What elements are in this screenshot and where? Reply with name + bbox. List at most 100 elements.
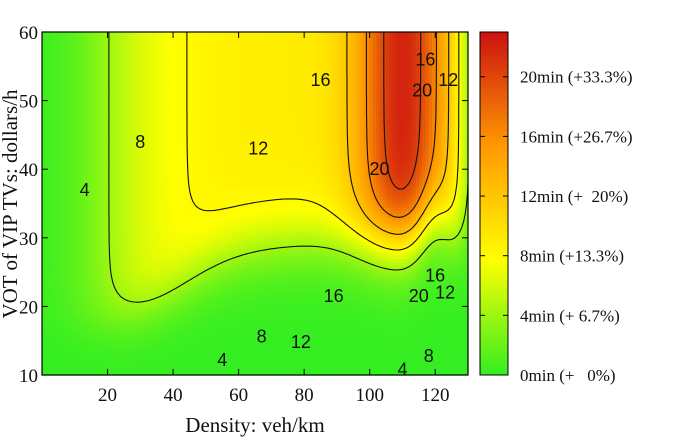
heatmap-cell xyxy=(153,258,158,263)
heatmap-cell xyxy=(94,254,99,259)
heatmap-cell xyxy=(363,282,368,287)
heatmap-cell xyxy=(441,371,446,376)
heatmap-cell xyxy=(176,326,181,332)
heatmap-cell xyxy=(100,323,105,328)
heatmap-cell xyxy=(100,268,105,273)
heatmap-cell xyxy=(356,268,361,273)
heatmap-cell xyxy=(372,361,377,366)
heatmap-cell xyxy=(376,285,381,290)
heatmap-cell xyxy=(245,347,250,352)
heatmap-cell xyxy=(313,272,318,277)
heatmap-cell xyxy=(336,268,341,273)
heatmap-cell xyxy=(327,323,331,328)
heatmap-cell xyxy=(445,326,449,332)
heatmap-cell xyxy=(182,292,187,297)
heatmap-cell xyxy=(182,289,187,294)
heatmap-cell xyxy=(74,258,79,263)
heatmap-cell xyxy=(58,361,63,366)
heatmap-cell xyxy=(189,323,194,328)
heatmap-cell xyxy=(235,261,240,266)
heatmap-cell xyxy=(248,244,253,249)
heatmap-cell xyxy=(425,313,430,318)
heatmap-cell xyxy=(215,278,220,283)
heatmap-cell xyxy=(100,340,105,345)
heatmap-cell xyxy=(104,248,109,253)
heatmap-cell xyxy=(150,347,155,352)
heatmap-cell xyxy=(336,296,341,301)
heatmap-cell xyxy=(451,268,456,273)
heatmap-cell xyxy=(422,313,426,318)
heatmap-cell xyxy=(182,354,187,359)
heatmap-cell xyxy=(114,302,118,307)
heatmap-cell xyxy=(458,371,463,376)
heatmap-cell xyxy=(323,306,328,311)
heatmap-cell xyxy=(97,275,102,280)
heatmap-cell xyxy=(346,285,351,290)
heatmap-cell xyxy=(287,292,292,297)
heatmap-cell xyxy=(359,306,364,311)
heatmap-cell xyxy=(412,299,417,304)
heatmap-cell xyxy=(418,275,423,280)
heatmap-cell xyxy=(379,337,384,342)
heatmap-cell xyxy=(120,344,125,349)
heatmap-cell xyxy=(268,248,272,253)
heatmap-cell xyxy=(48,323,53,328)
heatmap-cell xyxy=(55,244,59,249)
heatmap-cell xyxy=(97,296,102,301)
heatmap-cell xyxy=(255,337,259,342)
heatmap-cell xyxy=(379,306,384,311)
heatmap-cell xyxy=(281,272,286,277)
heatmap-cell xyxy=(313,347,318,352)
heatmap-cell xyxy=(156,261,161,266)
heatmap-cell xyxy=(428,268,433,273)
heatmap-cell xyxy=(409,350,413,356)
heatmap-cell xyxy=(209,309,213,314)
heatmap-cell xyxy=(58,292,63,297)
heatmap-cell xyxy=(451,340,456,345)
heatmap-cell xyxy=(284,357,289,362)
heatmap-cell xyxy=(281,285,286,290)
heatmap-cell xyxy=(353,361,358,366)
heatmap-cell xyxy=(97,350,102,356)
heatmap-cell xyxy=(48,282,53,287)
heatmap-cell xyxy=(130,244,135,249)
heatmap-cell xyxy=(346,299,351,304)
heatmap-cell xyxy=(333,313,338,318)
heatmap-cell xyxy=(68,361,73,366)
heatmap-cell xyxy=(215,254,220,259)
heatmap-cell xyxy=(271,292,276,297)
heatmap-cell xyxy=(110,371,115,376)
heatmap-cell xyxy=(176,364,181,369)
heatmap-cell xyxy=(395,278,400,283)
heatmap-cell xyxy=(68,251,73,256)
heatmap-cell xyxy=(445,368,449,373)
heatmap-cell xyxy=(330,320,335,325)
heatmap-cell xyxy=(340,313,345,318)
heatmap-cell xyxy=(173,278,177,283)
heatmap-cell xyxy=(313,265,318,270)
heatmap-cell xyxy=(291,299,295,304)
heatmap-cell xyxy=(143,350,148,356)
heatmap-cell xyxy=(399,371,404,376)
heatmap-cell xyxy=(428,261,433,266)
heatmap-cell xyxy=(192,278,197,283)
heatmap-cell xyxy=(346,333,351,338)
heatmap-cell xyxy=(418,285,423,290)
heatmap-cell xyxy=(232,337,236,342)
heatmap-cell xyxy=(428,330,433,335)
heatmap-cell xyxy=(356,364,361,369)
heatmap-cell xyxy=(261,244,266,249)
heatmap-cell xyxy=(366,330,371,335)
heatmap-cell xyxy=(376,340,381,345)
heatmap-cell xyxy=(87,258,92,263)
heatmap-cell xyxy=(196,361,200,366)
heatmap-cell xyxy=(445,244,449,249)
heatmap-cell xyxy=(196,326,200,332)
heatmap-cell xyxy=(186,357,191,362)
heatmap-cell xyxy=(199,347,204,352)
heatmap-cell xyxy=(461,248,466,253)
heatmap-cell xyxy=(399,316,404,321)
heatmap-cell xyxy=(140,361,145,366)
heatmap-cell xyxy=(386,344,390,349)
heatmap-cell xyxy=(189,337,194,342)
